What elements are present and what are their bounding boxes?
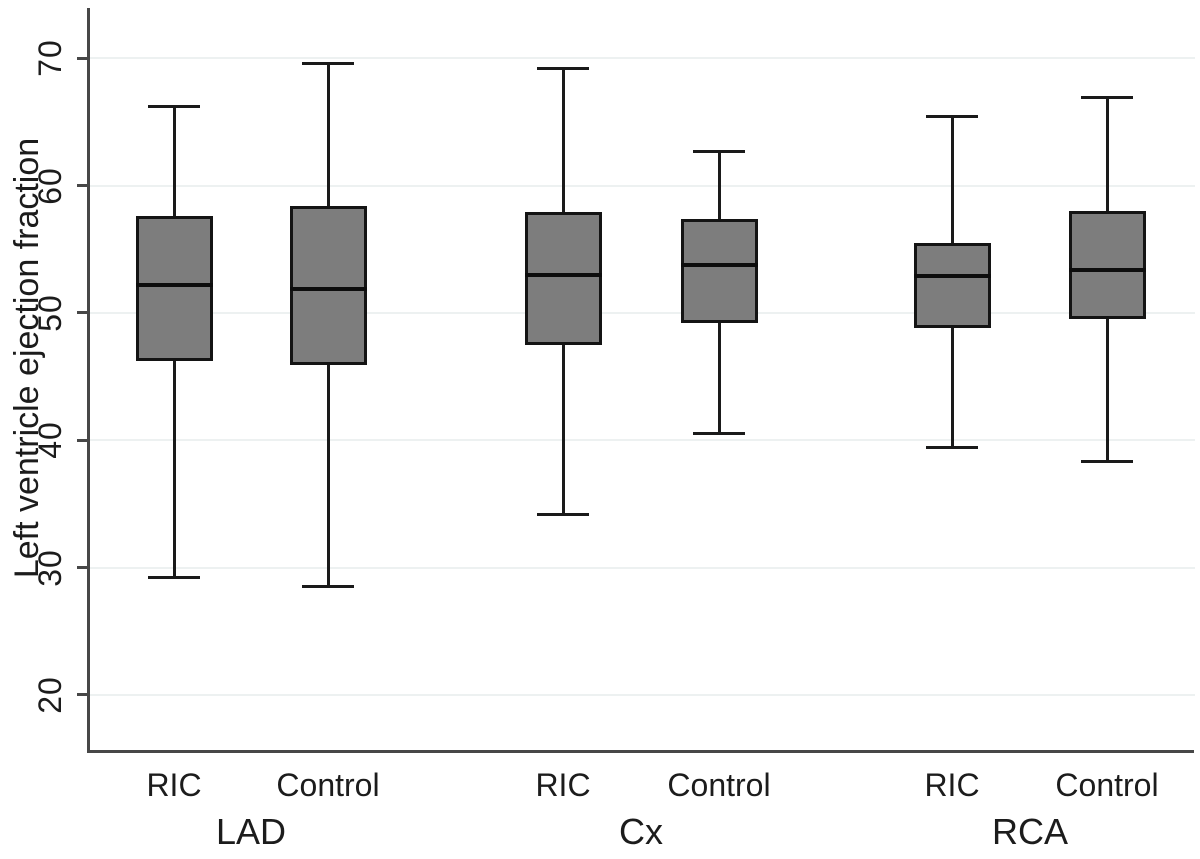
lower-whisker-cx-control: [717, 323, 721, 434]
y-tick-mark: [77, 184, 88, 188]
lower-whisker-rca-ric: [950, 328, 954, 448]
lower-whisker-cap-rca-control: [1081, 460, 1133, 464]
lower-whisker-cap-lad-control: [302, 585, 354, 589]
upper-whisker-cx-ric: [561, 68, 565, 213]
median-rca-ric: [913, 274, 991, 279]
x-label-lad-control: Control: [276, 766, 380, 803]
upper-whisker-lad-ric: [172, 106, 176, 217]
y-gridline: [90, 311, 1195, 314]
lower-whisker-cap-cx-control: [693, 432, 745, 436]
upper-whisker-cx-control: [717, 151, 721, 219]
y-tick-mark: [77, 311, 88, 315]
box-lad-control: [289, 206, 367, 366]
upper-whisker-cap-lad-control: [302, 61, 354, 65]
y-gridline: [90, 184, 1195, 187]
upper-whisker-cap-cx-control: [693, 149, 745, 153]
lower-whisker-lad-ric: [172, 361, 176, 578]
lower-whisker-cap-cx-ric: [537, 512, 589, 516]
y-axis-title: Left ventricle ejection fraction: [7, 137, 46, 579]
lower-whisker-lad-control: [326, 365, 330, 587]
x-label-cx-control: Control: [667, 766, 771, 803]
upper-whisker-cap-rca-ric: [926, 115, 978, 119]
group-label-cx: Cx: [619, 811, 663, 852]
y-gridline: [90, 57, 1195, 60]
x-label-rca-control: Control: [1055, 766, 1159, 803]
median-cx-control: [680, 262, 758, 267]
median-lad-control: [289, 286, 367, 291]
median-cx-ric: [524, 272, 602, 277]
box-cx-ric: [524, 212, 602, 345]
lower-whisker-cx-ric: [561, 344, 565, 515]
median-rca-control: [1068, 267, 1146, 272]
box-rca-ric: [913, 242, 991, 329]
x-label-cx-ric: RIC: [535, 766, 591, 803]
upper-whisker-rca-control: [1105, 97, 1109, 212]
group-label-rca: RCA: [991, 811, 1068, 852]
x-label-rca-ric: RIC: [924, 766, 980, 803]
lower-whisker-rca-control: [1105, 319, 1109, 462]
y-gridline: [90, 566, 1195, 569]
x-label-lad-ric: RIC: [146, 766, 202, 803]
x-axis-line: [86, 750, 1194, 753]
box-rca-control: [1068, 211, 1146, 320]
group-label-lad: LAD: [215, 811, 287, 852]
upper-whisker-rca-ric: [950, 116, 954, 243]
upper-whisker-lad-control: [326, 63, 330, 206]
y-axis-line: [86, 8, 90, 753]
y-gridline: [90, 439, 1195, 442]
y-gridline: [90, 693, 1195, 696]
box-cx-control: [680, 218, 758, 324]
lower-whisker-cap-rca-ric: [926, 446, 978, 450]
median-lad-ric: [135, 282, 213, 287]
y-tick-mark: [77, 693, 88, 697]
upper-whisker-cap-lad-ric: [148, 105, 200, 109]
lower-whisker-cap-lad-ric: [148, 576, 200, 580]
y-tick-mark: [77, 438, 88, 442]
y-tick-mark: [77, 56, 88, 60]
upper-whisker-cap-rca-control: [1081, 96, 1133, 100]
y-tick-mark: [77, 566, 88, 570]
box-lad-ric: [135, 216, 213, 362]
upper-whisker-cap-cx-ric: [537, 66, 589, 70]
